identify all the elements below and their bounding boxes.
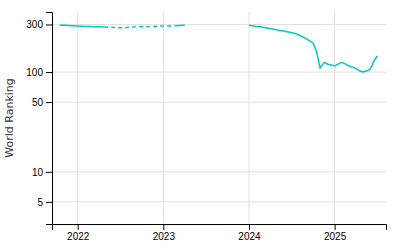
grid-line-x	[77, 12, 78, 224]
y-tick-label: 10	[32, 167, 44, 178]
y-tick-mark	[46, 102, 52, 103]
grid-line-y	[52, 72, 386, 73]
y-axis-title: World Ranking	[3, 78, 16, 158]
y-axis-line	[46, 13, 53, 225]
y-tick-label: 300	[26, 19, 43, 30]
y-tick-mark	[46, 172, 52, 173]
x-tick-mark	[163, 224, 164, 230]
grid-line-y	[52, 24, 386, 25]
chart: 2022 2023 2024 2025 5 10 50 100 300 World Ranking	[0, 0, 400, 250]
line-segment	[249, 25, 377, 72]
x-axis-line	[53, 225, 387, 231]
y-tick-mark	[46, 202, 52, 203]
grid-line-y	[52, 201, 386, 202]
grid	[52, 12, 386, 224]
line-segment	[104, 26, 174, 28]
y-tick: 100	[26, 67, 52, 78]
y-axis: 5 10 50 100 300	[26, 13, 52, 225]
x-tick-label: 2022	[67, 231, 90, 242]
y-tick-label: 100	[26, 67, 43, 78]
y-tick: 300	[26, 19, 52, 30]
x-tick: 2024	[238, 224, 261, 242]
x-tick-label: 2023	[153, 231, 176, 242]
y-tick: 50	[32, 97, 52, 108]
grid-line-x	[163, 12, 164, 224]
y-tick: 5	[37, 197, 52, 208]
y-tick-label: 5	[37, 197, 43, 208]
x-tick-label: 2024	[238, 231, 261, 242]
x-tick-mark	[78, 224, 79, 230]
x-tick-label: 2025	[324, 231, 347, 242]
lines	[60, 25, 378, 72]
x-tick: 2023	[153, 224, 176, 242]
line-segment	[174, 24, 184, 26]
line-segment	[60, 25, 105, 27]
y-tick: 10	[32, 167, 52, 178]
x-tick: 2022	[67, 224, 90, 242]
x-tick-mark	[335, 224, 336, 230]
grid-line-x	[248, 12, 249, 224]
y-tick-mark	[46, 24, 52, 25]
grid-line-y	[52, 171, 386, 172]
x-tick-mark	[249, 224, 250, 230]
x-axis: 2022 2023 2024 2025	[53, 224, 387, 242]
y-tick-label: 50	[32, 97, 44, 108]
plot: 2022 2023 2024 2025 5 10 50 100 300	[26, 12, 386, 242]
x-tick: 2025	[324, 224, 347, 242]
y-tick-mark	[46, 72, 52, 73]
grid-line-y	[52, 102, 386, 103]
grid-line-x	[334, 12, 335, 224]
